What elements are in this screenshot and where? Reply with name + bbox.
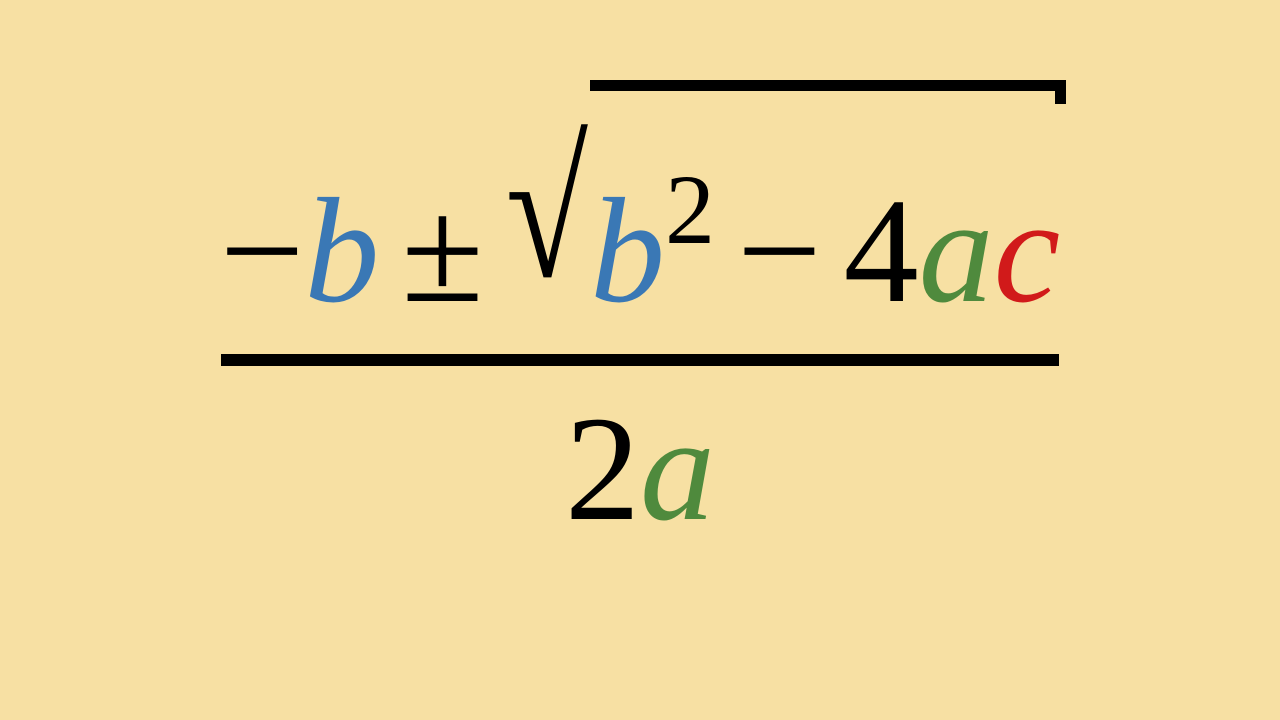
var-a: a — [919, 176, 994, 326]
var-a-denom: a — [640, 394, 715, 544]
minus-sign-2: − — [737, 176, 822, 326]
var-c: c — [994, 176, 1061, 326]
var-b-squared: b — [590, 176, 665, 326]
denominator: 2 a — [220, 394, 1060, 544]
quadratic-formula: − b ± √ b 2 − 4 a c 2 a — [220, 176, 1060, 544]
fraction-bar — [221, 354, 1059, 366]
minus-sign: − — [220, 176, 305, 326]
var-b: b — [304, 176, 379, 326]
exponent-2: 2 — [665, 160, 715, 260]
radical-bar-cap — [1055, 80, 1066, 104]
sqrt-symbol: √ — [506, 116, 588, 308]
numerator: − b ± √ b 2 − 4 a c — [220, 176, 1060, 326]
radicand: b 2 − 4 a c — [590, 176, 1060, 326]
plus-minus: ± — [401, 176, 483, 326]
coeff-4: 4 — [844, 176, 919, 326]
radical-bar — [590, 80, 1066, 91]
coeff-2: 2 — [565, 394, 640, 544]
